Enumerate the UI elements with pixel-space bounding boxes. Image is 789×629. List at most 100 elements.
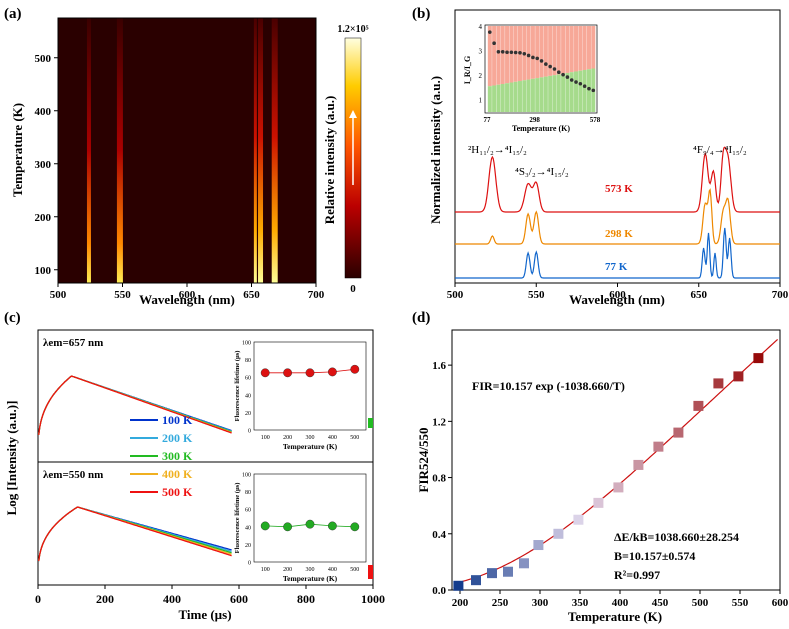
panel-c: (c) 0 200 400 600 800 1000 Time (µs) Log [Int… (4, 310, 385, 622)
a-xtick-label: 550 (114, 289, 131, 301)
c-inset-point (350, 364, 360, 374)
c-decay-bottom-2 (38, 506, 232, 562)
c-inset-point (327, 367, 337, 377)
c-inset-ytick-label: 20 (245, 411, 251, 417)
b-inset-xtick-label: 298 (529, 116, 540, 124)
d-point (733, 371, 744, 382)
b-inset-bar-green (561, 73, 566, 112)
a-xtick-label: 700 (308, 289, 325, 301)
b-inset-bar-red (591, 26, 596, 69)
colorbar-max: 1.2×10⁵ (337, 24, 368, 35)
b-inset-point (582, 84, 587, 88)
d-param-B: B=10.157±0.574 (614, 549, 695, 563)
a-ylabel: Temperature (K) (10, 103, 25, 197)
b-inset-bar-red (543, 26, 548, 77)
b-inset-bar-green (539, 77, 544, 112)
b-inset-bar-green (548, 75, 553, 112)
b-inset: 77 298 578 1 2 3 4 Temperature (K) I_R/I_G (463, 23, 601, 133)
b-inset-bar-green (522, 80, 527, 112)
c-decay-top-2 (38, 375, 232, 435)
c-inset-ytick-label: 60 (245, 508, 251, 514)
b-inset-ylabel: I_R/I_G (463, 56, 472, 84)
b-inset-point (500, 50, 505, 54)
panel-b: (b) 500 550 600 650 700 Wavelength (nm) Norm… (412, 6, 789, 307)
b-inset-point (526, 53, 531, 58)
c-decay-top-0 (38, 375, 232, 435)
c-decay-top-3 (38, 375, 232, 435)
c-inset-ytick-label: 40 (245, 525, 251, 531)
c-inset-ytick-label: 0 (248, 561, 251, 567)
b-xtick-label: 600 (609, 289, 626, 301)
b-annot-2H: ²H₁₁/₂→⁴I₁₅/₂ (468, 144, 527, 156)
c-inset-ytick-label: 100 (242, 341, 251, 347)
c-decay-bottom-1 (38, 506, 232, 562)
d-point (613, 482, 624, 493)
c-inset-xtick-label: 500 (350, 567, 359, 573)
b-inset-bar-green (565, 72, 570, 112)
b-inset-point (544, 62, 548, 66)
d-point (593, 497, 604, 508)
b-spectrum-1 (455, 188, 780, 245)
colorbar-label: Relative intensity (a.u.) (322, 96, 337, 225)
b-inset-bar-green (500, 83, 505, 112)
d-point (713, 378, 724, 389)
b-spectrum-2 (455, 227, 780, 279)
c-inset-ytick-label: 80 (245, 490, 251, 496)
b-xtick-label: 650 (691, 289, 708, 301)
b-inset-bar-red (569, 26, 574, 73)
d-point (553, 528, 564, 539)
heatmap-band (253, 18, 257, 283)
d-param-R2: R²=0.997 (614, 568, 660, 582)
c-inset-point (283, 522, 292, 532)
b-inset-bar-red (505, 26, 510, 84)
c-xtick-label: 0 (35, 592, 41, 606)
b-inset-bar-green (535, 78, 540, 112)
b-annot-4S: ⁴S₃/₂→⁴I₁₅/₂ (515, 166, 569, 178)
b-inset-bar-green (496, 84, 501, 112)
c-inset-ylabel: Fluorescence lifetime (µs) (234, 351, 241, 422)
b-inset-bar-red (526, 26, 531, 80)
d-fit-curve (455, 338, 779, 584)
panel-a-label: (a) (4, 6, 22, 22)
b-inset-bar-red (496, 26, 501, 85)
b-inset-point (509, 50, 514, 55)
b-inset-point (492, 41, 496, 45)
c-inset-xlabel: Temperature (K) (283, 574, 338, 583)
b-inset-bar-green (586, 69, 591, 112)
b-inset-bar-red (500, 26, 505, 84)
b-inset-bar-green (556, 74, 561, 112)
a-xtick-label: 650 (243, 289, 260, 301)
d-point (487, 568, 497, 579)
c-xlabel: Time (µs) (178, 607, 231, 622)
b-xtick-label: 550 (528, 289, 545, 301)
b-xlabel: Wavelength (nm) (569, 292, 665, 307)
d-ylabel: FIR524/550 (416, 428, 431, 493)
c-inset-point (283, 368, 292, 378)
b-inset-point (548, 64, 552, 69)
c-inset-xtick-label: 200 (283, 435, 292, 441)
b-inset-bar-green (492, 85, 497, 112)
b-inset-bar-red (492, 26, 497, 86)
b-inset-bar-red (556, 26, 561, 75)
b-inset-point (488, 30, 492, 34)
b-inset-bar-red (565, 26, 570, 73)
b-inset-point (574, 80, 578, 84)
c-inset-xtick-label: 100 (261, 435, 270, 441)
b-xtick-label: 700 (772, 289, 789, 301)
d-ytick-label: 1.2 (432, 416, 446, 428)
b-inset-point (552, 67, 557, 71)
b-inset-xlabel: Temperature (K) (512, 124, 570, 133)
c-inset-point (260, 368, 270, 378)
d-xtick-label: 450 (652, 597, 669, 609)
c-decay-top-4 (38, 375, 232, 435)
c-inset-ytick-label: 20 (245, 543, 251, 549)
c-legend-label: 100 K (162, 413, 193, 427)
c-inset-xtick-label: 300 (306, 435, 315, 441)
c-inset-xlabel: Temperature (K) (283, 442, 338, 451)
b-inset-bar-green (574, 71, 579, 112)
b-inset-point (513, 50, 518, 55)
b-inset-xtick-label: 578 (590, 116, 601, 124)
d-point (633, 459, 644, 470)
c-inset-xtick-label: 200 (283, 567, 292, 573)
b-inset-point (587, 86, 591, 91)
